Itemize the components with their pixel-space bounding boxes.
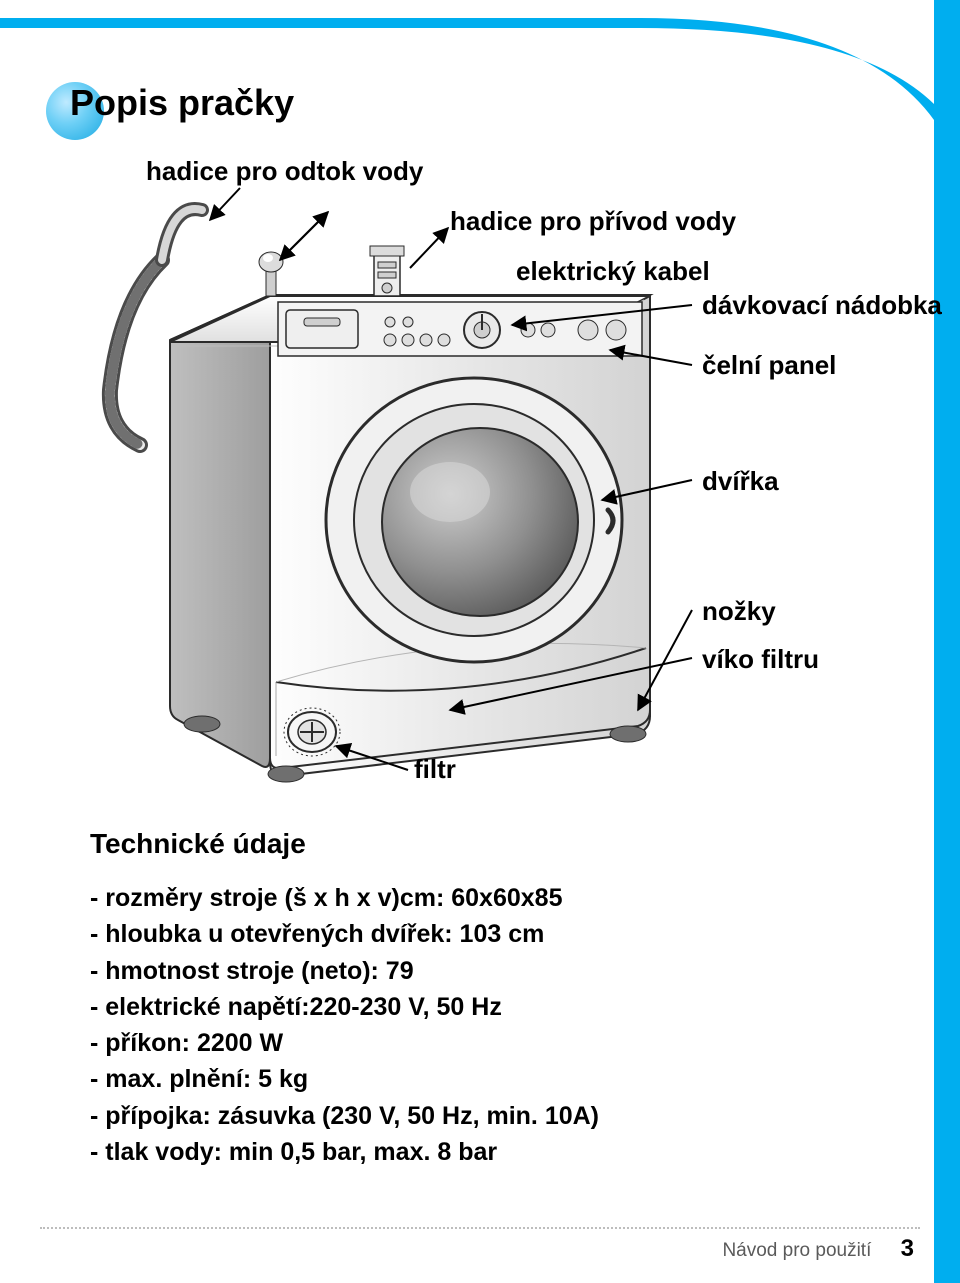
- spec-list: rozměry stroje (š x h x v)cm: 60x60x85 h…: [90, 880, 850, 1170]
- cable-icon: [259, 252, 283, 296]
- arrow-inlet: [410, 228, 448, 268]
- page-number: 3: [901, 1235, 914, 1262]
- spec-item: elektrické napětí:220-230 V, 50 Hz: [90, 989, 850, 1025]
- spec-item: rozměry stroje (š x h x v)cm: 60x60x85: [90, 880, 850, 916]
- spec-item: max. plnění: 5 kg: [90, 1061, 850, 1097]
- footer-text: Návod pro použití: [722, 1240, 871, 1261]
- spec-item: hmotnost stroje (neto): 79: [90, 953, 850, 989]
- arrow-cable: [280, 212, 328, 260]
- page-title: Popis pračky: [70, 82, 294, 124]
- page: Popis pračky: [0, 0, 960, 1283]
- tech-heading: Technické údaje: [90, 828, 306, 860]
- label-inlet-hose: hadice pro přívod vody: [450, 206, 736, 237]
- spec-item: příkon: 2200 W: [90, 1025, 850, 1061]
- label-dispenser: dávkovací nádobka: [702, 290, 942, 321]
- label-filter-cover: víko filtru: [702, 644, 819, 675]
- label-feet: nožky: [702, 596, 776, 627]
- spec-item: tlak vody: min 0,5 bar, max. 8 bar: [90, 1134, 850, 1170]
- control-panel: [278, 302, 642, 356]
- label-cable: elektrický kabel: [516, 256, 710, 287]
- inlet-icon: [370, 246, 404, 296]
- label-front-panel: čelní panel: [702, 350, 836, 381]
- label-drain-hose: hadice pro odtok vody: [146, 156, 423, 187]
- label-door: dvířka: [702, 466, 779, 497]
- cyan-rail: [934, 0, 960, 1283]
- washer-diagram: hadice pro odtok vody hadice pro přívod …: [90, 150, 850, 800]
- door-icon: [326, 378, 622, 662]
- divider: [40, 1227, 920, 1229]
- spec-item: přípojka: zásuvka (230 V, 50 Hz, min. 10…: [90, 1098, 850, 1134]
- label-filter: filtr: [414, 754, 456, 785]
- spec-item: hloubka u otevřených dvířek: 103 cm: [90, 916, 850, 952]
- footer: Návod pro použití 3: [722, 1235, 914, 1263]
